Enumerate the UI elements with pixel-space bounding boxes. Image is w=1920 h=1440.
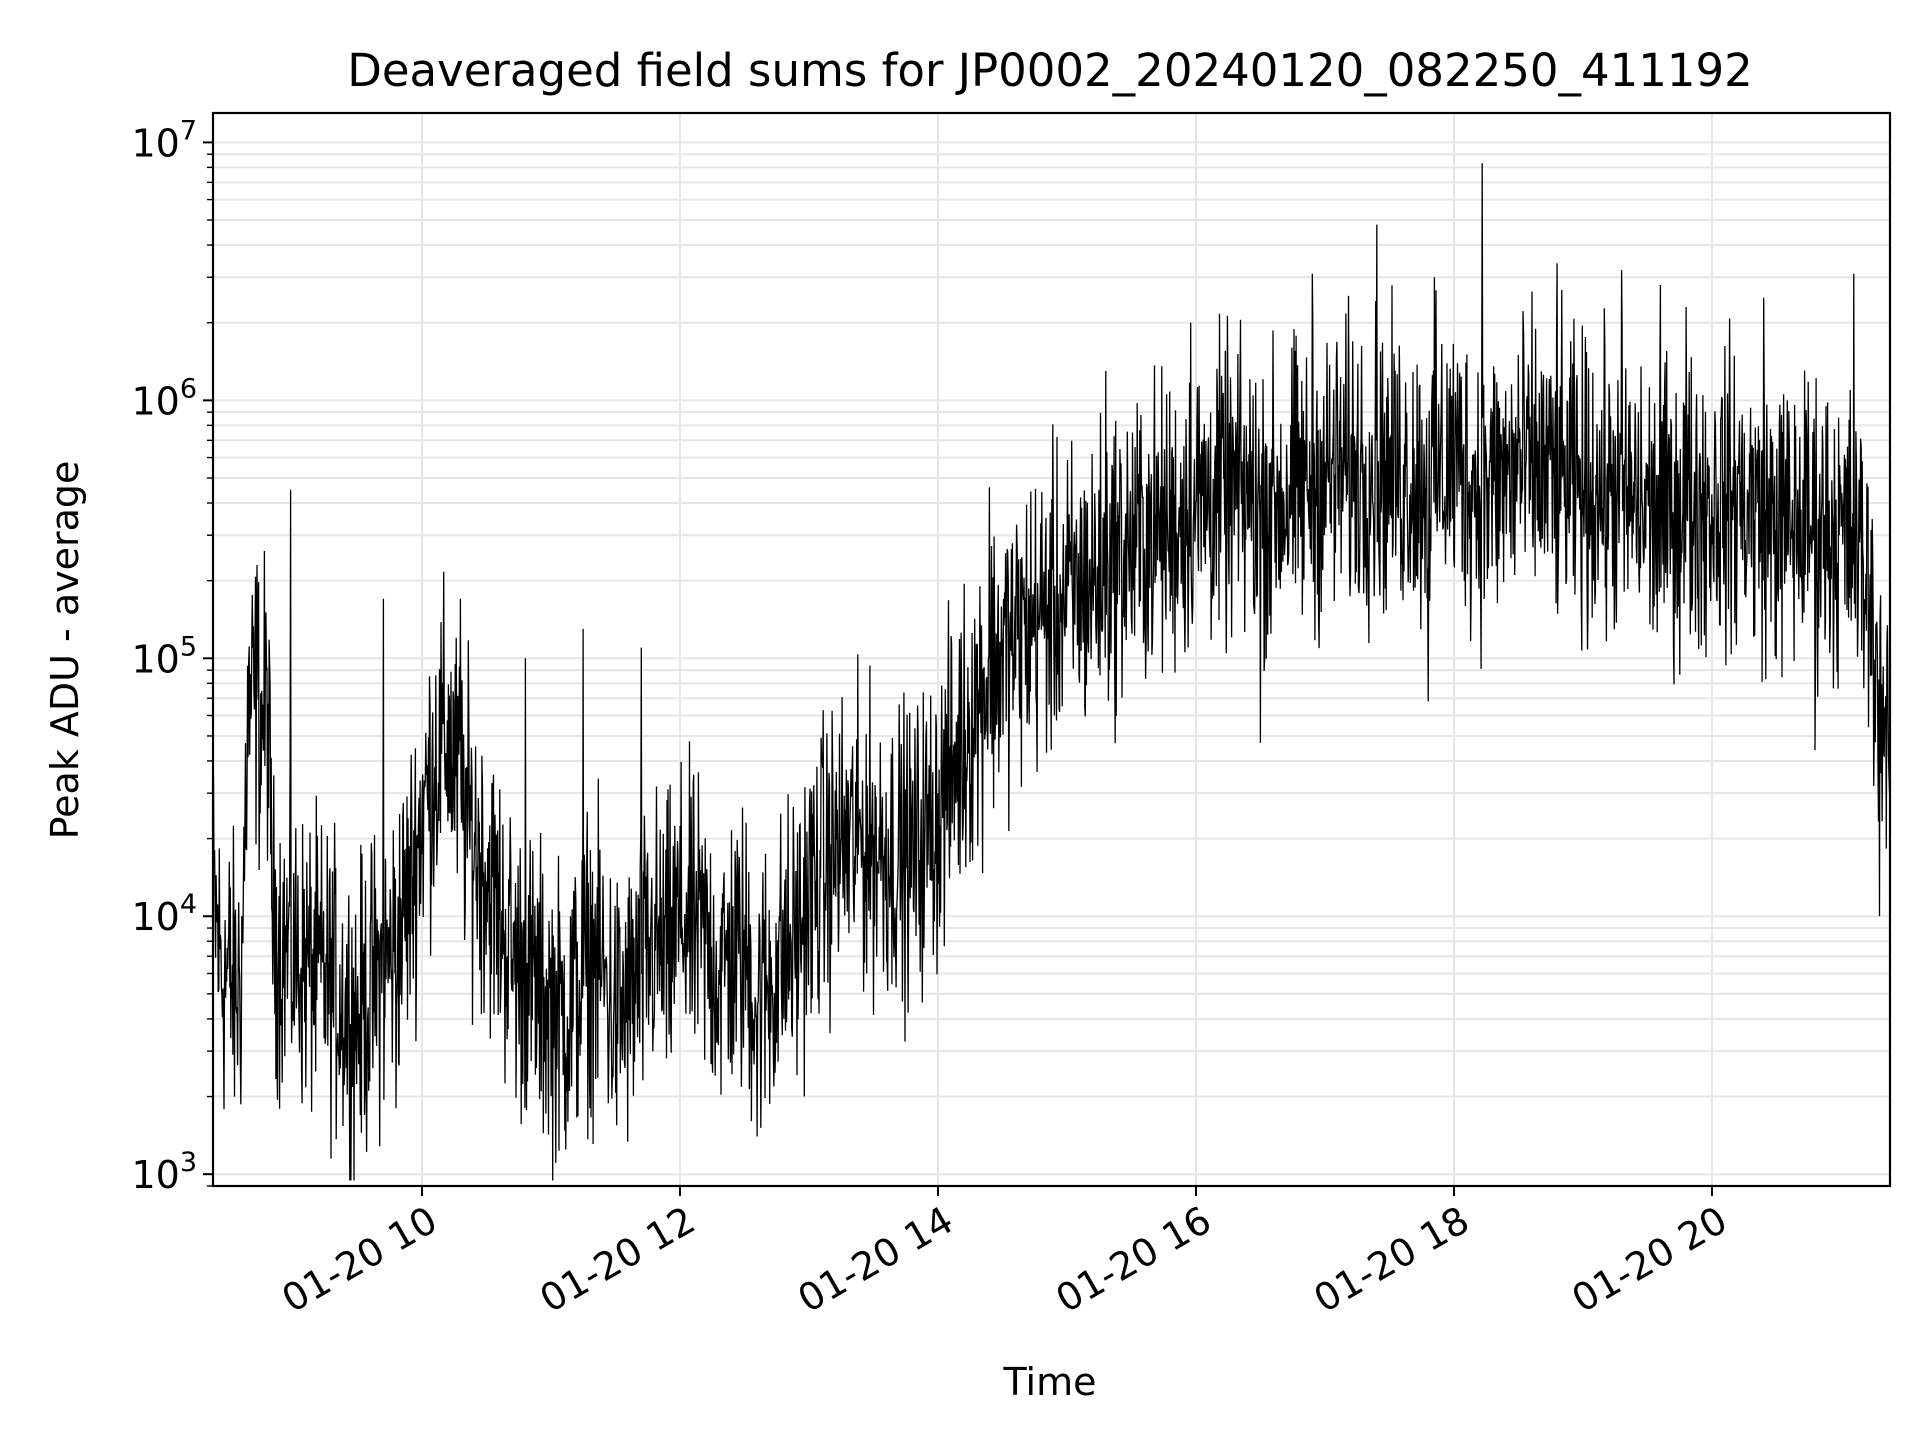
series-group [212,163,1891,1181]
y-tick-label: 107 [131,115,197,165]
y-axis: 103 104 105 106 107 [131,115,213,1197]
x-axis-label: Time [1003,1360,1097,1404]
y-axis-label: Peak ADU - average [43,461,87,840]
series-line [212,163,1891,1181]
chart-title: Deaveraged field sums for JP0002_2024012… [347,44,1753,97]
plot-frame [211,111,1892,1188]
y-tick-label: 106 [131,373,197,423]
y-tick-label: 103 [131,1147,197,1197]
y-tick-label: 105 [131,631,197,681]
y-tick-label: 104 [131,889,197,939]
grid [213,113,1890,1187]
